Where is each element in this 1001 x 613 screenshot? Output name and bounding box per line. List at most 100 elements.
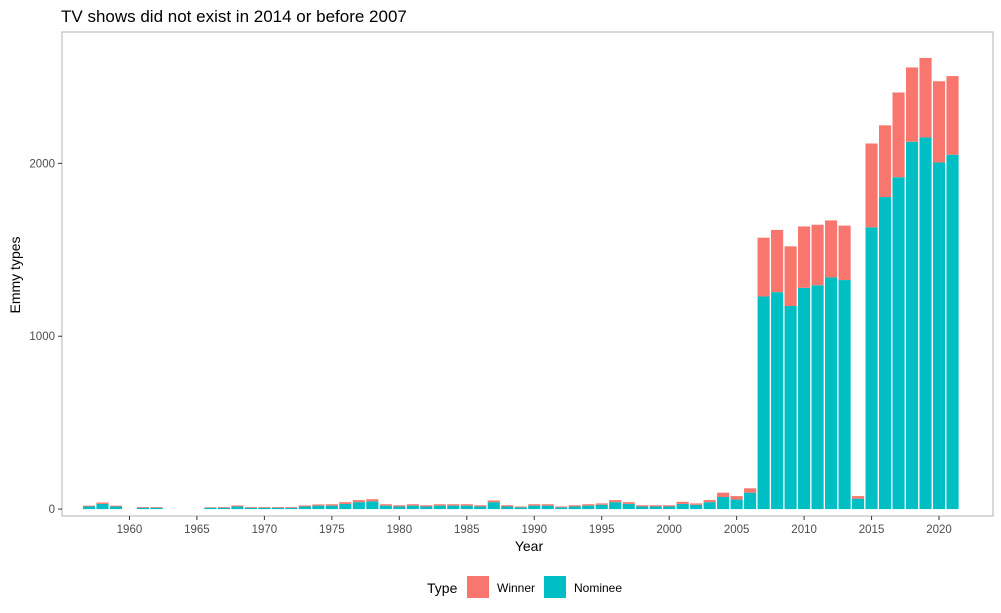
bar-nominee: [663, 506, 676, 510]
bar-winner: [217, 507, 230, 508]
bar-nominee: [892, 177, 905, 510]
bar-nominee: [798, 287, 811, 510]
bar-nominee: [285, 507, 298, 510]
x-tick-label: 2020: [926, 524, 952, 536]
bar-nominee: [838, 280, 851, 510]
bar-nominee: [703, 502, 716, 510]
bar-nominee: [825, 277, 838, 510]
x-tick-label: 2010: [791, 524, 817, 536]
bar-nominee: [271, 507, 284, 510]
bar-winner: [555, 506, 568, 508]
bar-winner: [325, 504, 338, 506]
bar-winner: [285, 507, 298, 508]
bar-nominee: [757, 296, 770, 510]
bar-nominee: [730, 499, 743, 510]
bar-winner: [582, 504, 595, 506]
bar-nominee: [96, 503, 109, 510]
legend-label-winner: Winner: [497, 581, 535, 595]
bar-winner: [622, 502, 635, 504]
bar-nominee: [636, 506, 649, 510]
bar-nominee: [501, 506, 514, 510]
legend-title: Type: [427, 580, 458, 596]
x-tick-label: 1970: [252, 524, 278, 536]
bar-winner: [919, 57, 932, 138]
bar-winner: [865, 143, 878, 228]
bar-nominee: [582, 505, 595, 510]
bar-winner: [366, 499, 379, 502]
x-tick-label: 2000: [656, 524, 682, 536]
bar-nominee: [649, 506, 662, 510]
bar-nominee: [487, 502, 500, 510]
bar-nominee: [676, 503, 689, 510]
bar-winner: [406, 504, 419, 506]
bar-winner: [352, 500, 365, 503]
bar-winner: [379, 504, 392, 506]
bar-winner: [798, 226, 811, 288]
bar-nominee: [852, 498, 865, 510]
bar-winner: [784, 246, 797, 306]
bar-winner: [649, 505, 662, 507]
bar-winner: [811, 224, 824, 286]
bar-winner: [109, 505, 123, 507]
bar-winner: [271, 507, 284, 508]
bar-nominee: [258, 507, 271, 510]
bar-nominee: [204, 507, 217, 510]
bar-nominee: [420, 506, 433, 510]
y-tick-label: 1000: [29, 331, 55, 343]
x-tick-label: 1965: [184, 524, 210, 536]
chart-title: TV shows did not exist in 2014 or before…: [61, 7, 407, 26]
bar-nominee: [447, 505, 460, 510]
bar-winner: [258, 507, 271, 508]
bar-nominee: [136, 507, 150, 510]
x-tick-label: 1960: [117, 524, 143, 536]
bar-nominee: [82, 506, 96, 510]
plot-panel: [61, 31, 994, 517]
bar-nominee: [379, 505, 392, 510]
bar-nominee: [878, 197, 892, 510]
bar-nominee: [366, 501, 379, 510]
bar-nominee: [865, 227, 878, 510]
bar-winner: [703, 500, 716, 503]
bar-winner: [339, 502, 352, 504]
x-tick-label: 1985: [454, 524, 480, 536]
x-tick-label: 1990: [521, 524, 547, 536]
legend-label-nominee: Nominee: [574, 581, 622, 595]
bar-winner: [825, 220, 838, 278]
bar-winner: [905, 67, 919, 142]
bar-nominee: [298, 506, 311, 510]
bar-winner: [460, 504, 473, 506]
bar-nominee: [231, 506, 244, 510]
x-tick-label: 2005: [724, 524, 750, 536]
bar-nominee: [393, 506, 406, 510]
bar-winner: [231, 505, 244, 507]
x-tick-label: 1980: [387, 524, 413, 536]
bar-nominee: [905, 141, 919, 510]
bar-winner: [487, 500, 500, 503]
bar-nominee: [609, 502, 622, 510]
bar-winner: [82, 505, 96, 507]
x-tick-label: 1975: [319, 524, 345, 536]
bar-winner: [568, 505, 581, 507]
bar-nominee: [339, 503, 352, 510]
bar-winner: [595, 503, 608, 505]
bar-winner: [838, 225, 851, 281]
bar-nominee: [690, 504, 703, 510]
bar-winner: [474, 505, 487, 507]
bar-winner: [433, 504, 446, 506]
bar-nominee: [244, 507, 257, 510]
bar-winner: [892, 92, 905, 178]
bar-nominee: [325, 505, 338, 510]
bar-nominee: [406, 505, 419, 510]
bar-winner: [932, 81, 946, 163]
bar-winner: [501, 505, 514, 507]
bar-nominee: [217, 507, 230, 510]
bar-nominee: [541, 505, 554, 510]
x-tick-label: 2015: [859, 524, 885, 536]
bar-winner: [393, 505, 406, 507]
bar-nominee: [919, 137, 932, 510]
bar-winner: [541, 504, 554, 506]
x-tick-label: 1995: [589, 524, 615, 536]
y-tick-label: 2000: [29, 158, 55, 170]
bar-winner: [717, 492, 730, 497]
